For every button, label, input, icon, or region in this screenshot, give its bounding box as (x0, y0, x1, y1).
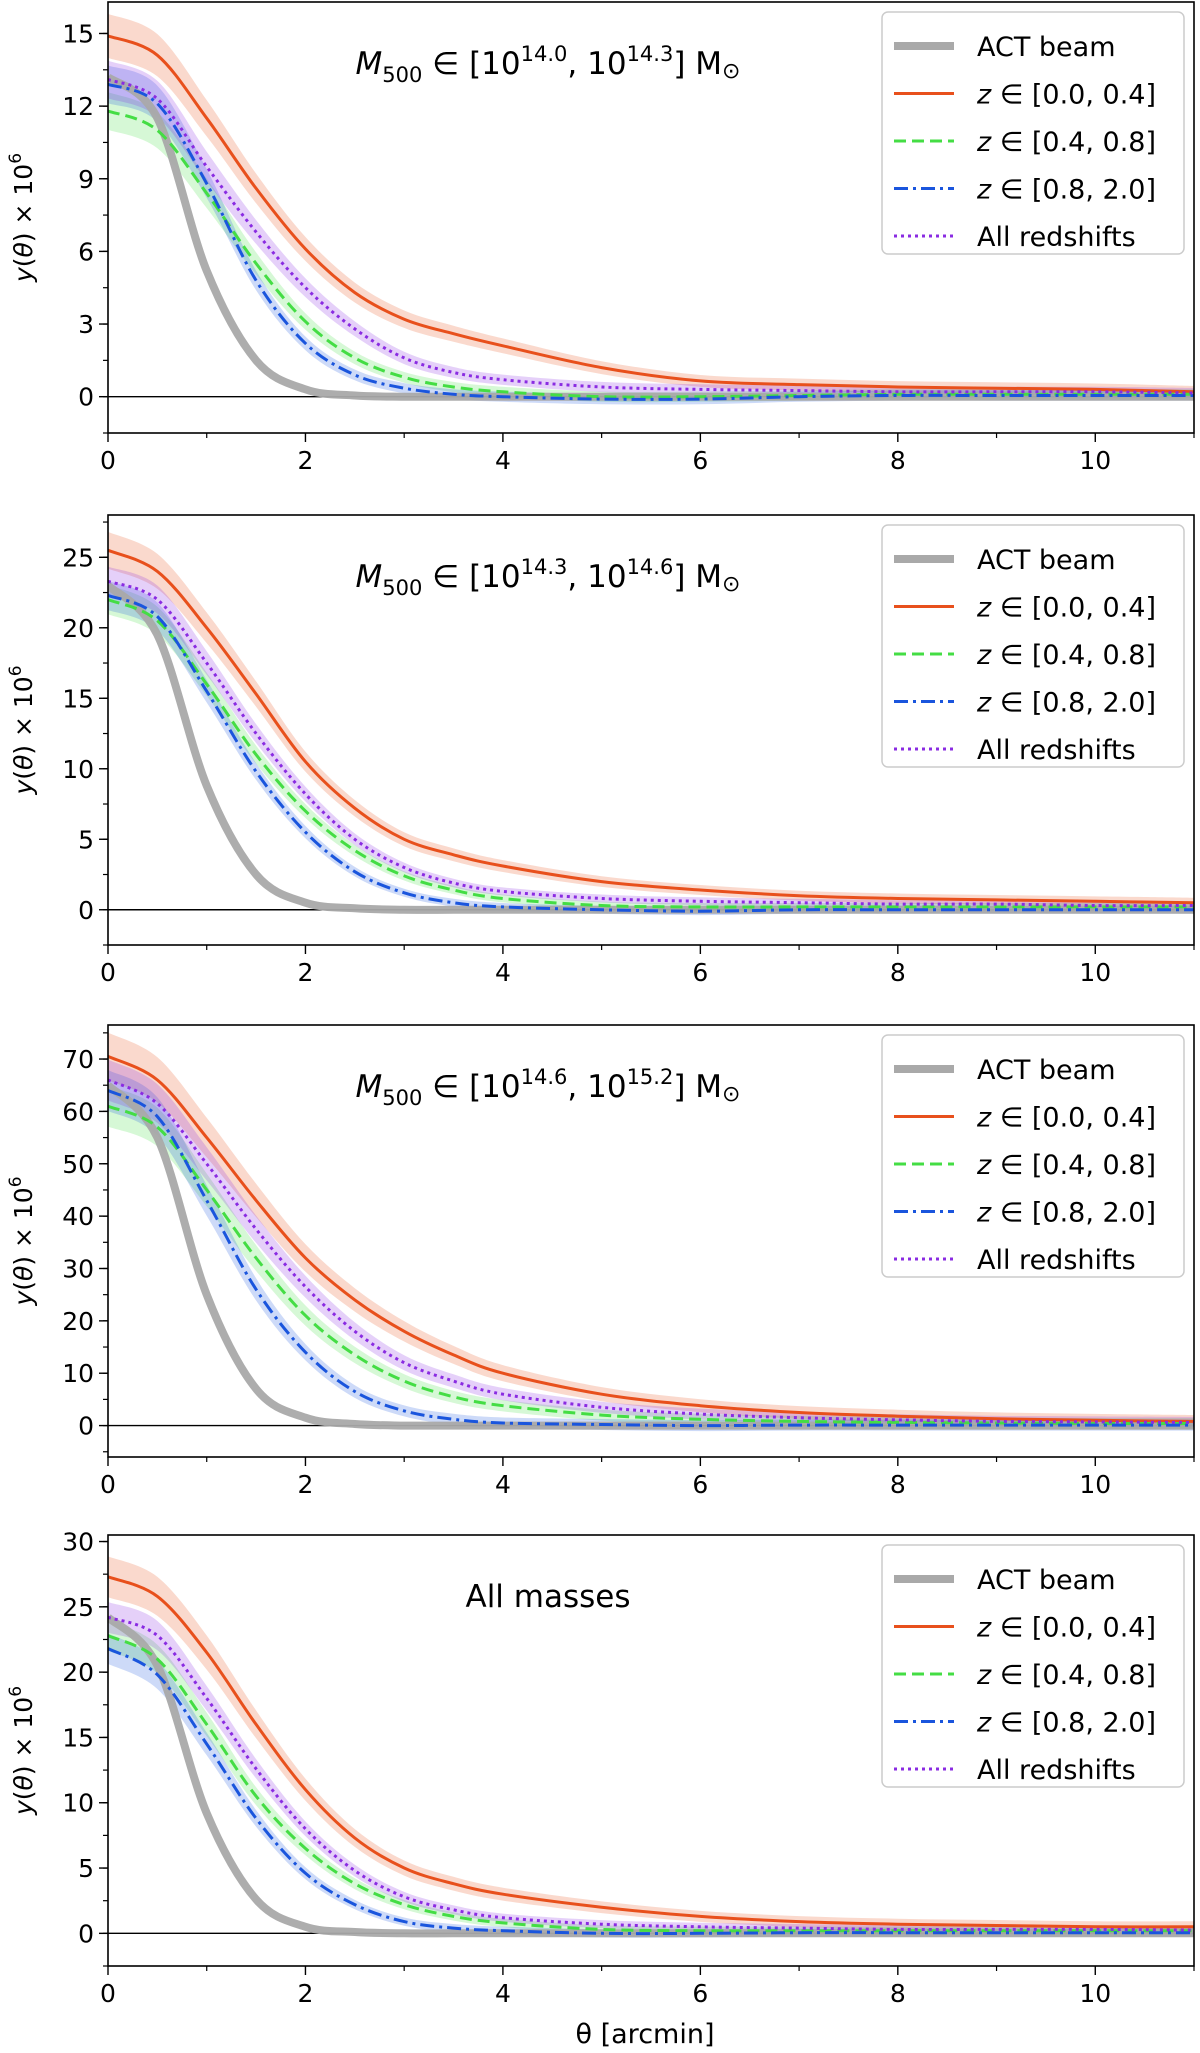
y-tick-label: 9 (78, 165, 94, 194)
panel-2: 0 2 4 6 8 10 0 5 10 15 20 25 y(θ) × 106 M500 ∈ [1014.… (6, 515, 1194, 987)
x-tick-label: 6 (692, 958, 708, 987)
legend-label-all: All redshifts (977, 222, 1136, 253)
legend-label-z2: z ∈ [0.4, 0.8] (976, 127, 1156, 158)
y-tick-label: 3 (78, 310, 94, 339)
panel-title: M500 ∈ [1014.0, 1014.3] M⊙ (356, 42, 741, 87)
x-tick-label: 8 (890, 958, 906, 987)
y-axis-label: y(θ) × 106 (6, 1686, 38, 1816)
x-axis-label: θ [arcmin] (576, 2019, 715, 2050)
legend-label-z2: z ∈ [0.4, 0.8] (976, 640, 1156, 671)
y-axis-label: y(θ) × 106 (6, 153, 38, 283)
y-tick-label: 0 (78, 896, 94, 925)
legend-label-beam: ACT beam (977, 32, 1116, 63)
y-tick-label: 70 (62, 1045, 94, 1074)
x-tick-label: 2 (298, 1470, 314, 1499)
y-axis-label: y(θ) × 106 (6, 1176, 38, 1306)
y-tick-label: 25 (62, 1593, 94, 1622)
panel-title: All masses (465, 1579, 630, 1615)
y-tick-label: 15 (62, 1723, 94, 1752)
y-tick-label: 10 (62, 1359, 94, 1388)
x-tick-label: 8 (890, 1979, 906, 2008)
legend-label-z1: z ∈ [0.0, 0.4] (976, 80, 1156, 111)
y-tick-label: 5 (78, 825, 94, 854)
y-tick-label: 0 (78, 1919, 94, 1948)
legend-label-z3: z ∈ [0.8, 2.0] (976, 1198, 1156, 1229)
panel-title: M500 ∈ [1014.6, 1015.2] M⊙ (356, 1065, 741, 1110)
x-tick-label: 4 (495, 1979, 511, 2008)
x-tick-label: 0 (100, 958, 116, 987)
legend-label-beam: ACT beam (977, 1565, 1116, 1596)
y-tick-label: 0 (78, 383, 94, 412)
x-tick-label: 0 (100, 446, 116, 475)
x-tick-label: 10 (1079, 1979, 1111, 2008)
x-tick-label: 10 (1079, 958, 1111, 987)
legend-label-all: All redshifts (977, 1755, 1136, 1786)
legend-label-z3: z ∈ [0.8, 2.0] (976, 1708, 1156, 1739)
x-tick-label: 2 (298, 446, 314, 475)
legend-label-beam: ACT beam (977, 1055, 1116, 1086)
x-tick-label: 0 (100, 1979, 116, 2008)
panel-3: 0 2 4 6 8 10 0 10 20 30 40 50 60 70 y(θ) × 106 M500 ∈ [… (6, 1025, 1194, 1499)
legend-label-beam: ACT beam (977, 545, 1116, 576)
x-tick-label: 6 (692, 1470, 708, 1499)
y-tick-label: 10 (62, 1789, 94, 1818)
legend-label-z3: z ∈ [0.8, 2.0] (976, 688, 1156, 719)
legend-label-all: All redshifts (977, 735, 1136, 766)
x-tick-label: 10 (1079, 446, 1111, 475)
y-tick-label: 40 (62, 1202, 94, 1231)
legend-label-z1: z ∈ [0.0, 0.4] (976, 1103, 1156, 1134)
y-tick-label: 15 (62, 19, 94, 48)
panel-title: M500 ∈ [1014.3, 1014.6] M⊙ (356, 555, 741, 600)
x-tick-label: 6 (692, 1979, 708, 2008)
figure: θ [arcmin] 0 2 4 6 8 10 0 3 6 9 12 15 y(θ) × 106 M500… (0, 0, 1200, 2053)
y-tick-label: 25 (62, 543, 94, 572)
y-tick-label: 0 (78, 1412, 94, 1441)
y-tick-label: 20 (62, 614, 94, 643)
y-tick-label: 12 (62, 92, 94, 121)
y-tick-label: 6 (78, 237, 94, 266)
y-tick-label: 20 (62, 1658, 94, 1687)
legend-label-z3: z ∈ [0.8, 2.0] (976, 175, 1156, 206)
panel-1: 0 2 4 6 8 10 0 3 6 9 12 15 y(θ) × 106 M500 ∈ [1014.0,… (6, 2, 1194, 475)
panel-4: 0 2 4 6 8 10 0 5 10 15 20 25 30 y(θ) × 106 All masses A… (6, 1528, 1194, 2008)
legend-label-z1: z ∈ [0.0, 0.4] (976, 1613, 1156, 1644)
x-tick-label: 4 (495, 1470, 511, 1499)
y-tick-label: 50 (62, 1150, 94, 1179)
x-tick-label: 6 (692, 446, 708, 475)
y-axis-label: y(θ) × 106 (6, 665, 38, 795)
y-tick-label: 15 (62, 684, 94, 713)
y-tick-label: 20 (62, 1307, 94, 1336)
x-tick-label: 4 (495, 446, 511, 475)
x-tick-label: 8 (890, 1470, 906, 1499)
legend-label-z2: z ∈ [0.4, 0.8] (976, 1150, 1156, 1181)
x-tick-label: 8 (890, 446, 906, 475)
x-tick-label: 10 (1079, 1470, 1111, 1499)
y-tick-label: 30 (62, 1528, 94, 1557)
y-tick-label: 30 (62, 1254, 94, 1283)
x-tick-label: 0 (100, 1470, 116, 1499)
legend-label-z1: z ∈ [0.0, 0.4] (976, 593, 1156, 624)
y-tick-label: 10 (62, 755, 94, 784)
x-tick-label: 2 (298, 958, 314, 987)
legend-label-z2: z ∈ [0.4, 0.8] (976, 1660, 1156, 1691)
x-tick-label: 2 (298, 1979, 314, 2008)
y-tick-label: 60 (62, 1097, 94, 1126)
x-tick-label: 4 (495, 958, 511, 987)
y-tick-label: 5 (78, 1854, 94, 1883)
legend-label-all: All redshifts (977, 1245, 1136, 1276)
